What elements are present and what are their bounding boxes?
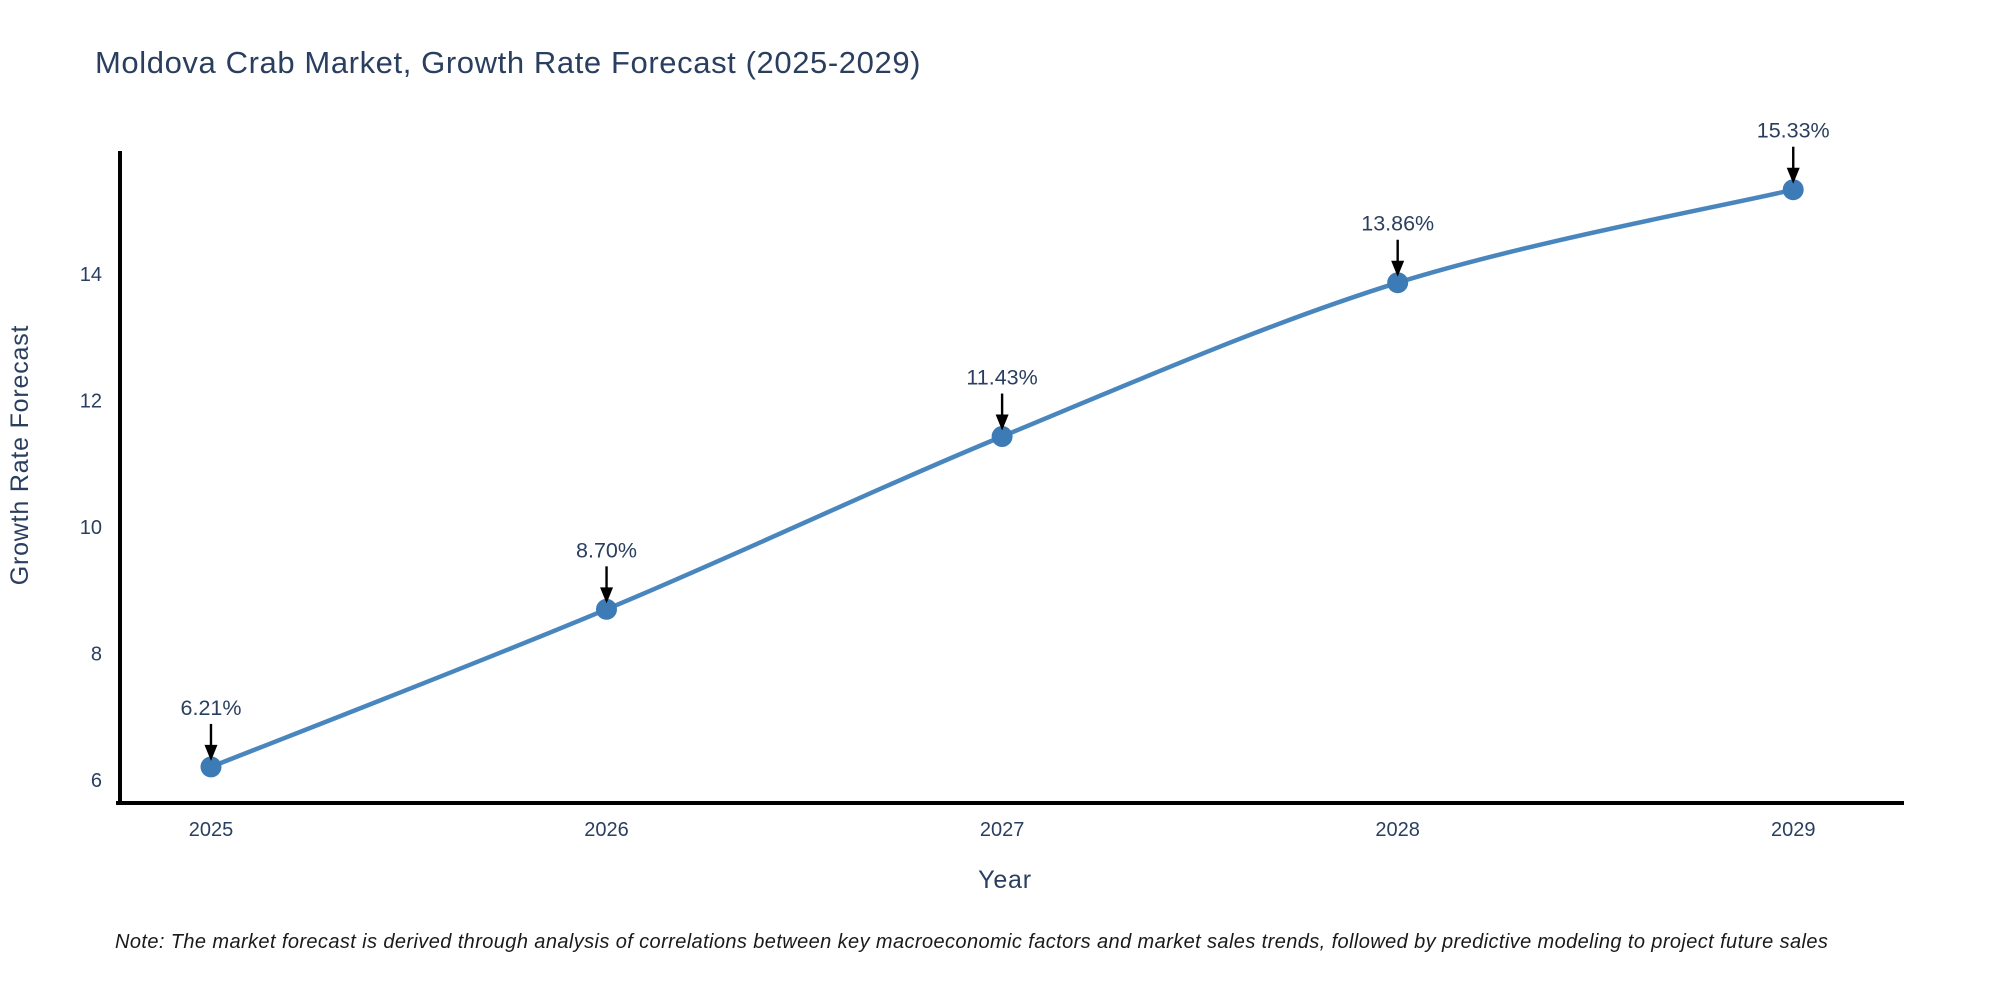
y-tick-label: 10 xyxy=(80,517,102,539)
chart-footnote: Note: The market forecast is derived thr… xyxy=(115,931,1828,953)
forecast-line xyxy=(208,187,1796,770)
y-tick-label: 8 xyxy=(91,644,102,666)
y-axis-title: Growth Rate Forecast xyxy=(6,325,34,586)
data-point-marker xyxy=(200,756,222,778)
data-point-marker xyxy=(596,598,617,620)
annotation-arrowhead-icon xyxy=(1391,260,1405,277)
y-tick-label: 12 xyxy=(80,390,102,412)
annotation-arrowhead-icon xyxy=(204,744,218,761)
x-axis-tick-labels: 2025 2026 2027 2028 2029 xyxy=(189,819,1816,841)
data-point-marker xyxy=(1387,272,1409,294)
data-point-label: 13.86% xyxy=(1361,212,1434,236)
data-point-label: 11.43% xyxy=(966,366,1037,390)
data-point-label: 15.33% xyxy=(1757,119,1830,143)
x-tick-label: 2026 xyxy=(584,819,629,841)
x-tick-label: 2028 xyxy=(1375,819,1420,841)
x-axis-title: Year xyxy=(978,866,1032,894)
y-axis-tick-labels: 6 8 10 12 14 xyxy=(80,264,102,792)
data-point-marker xyxy=(1782,179,1804,201)
y-tick-label: 6 xyxy=(91,770,102,792)
axes xyxy=(116,151,1904,805)
annotation-arrowhead-icon xyxy=(1786,167,1800,184)
annotation-arrowhead-icon xyxy=(995,414,1009,431)
annotation-arrowhead-icon xyxy=(600,587,614,604)
x-tick-label: 2029 xyxy=(1771,819,1816,841)
data-point-markers xyxy=(200,179,1804,778)
data-point-marker xyxy=(991,426,1013,447)
data-point-label: 8.70% xyxy=(576,538,637,562)
chart-title: Moldova Crab Market, Growth Rate Forecas… xyxy=(95,45,921,80)
data-point-label: 6.21% xyxy=(181,696,242,720)
data-point-annotations: 6.21% 8.70% 11.43% 13.86% 15.33% xyxy=(181,119,1830,761)
x-tick-label: 2027 xyxy=(980,819,1025,841)
y-tick-label: 14 xyxy=(80,264,102,286)
x-tick-label: 2025 xyxy=(189,819,234,841)
